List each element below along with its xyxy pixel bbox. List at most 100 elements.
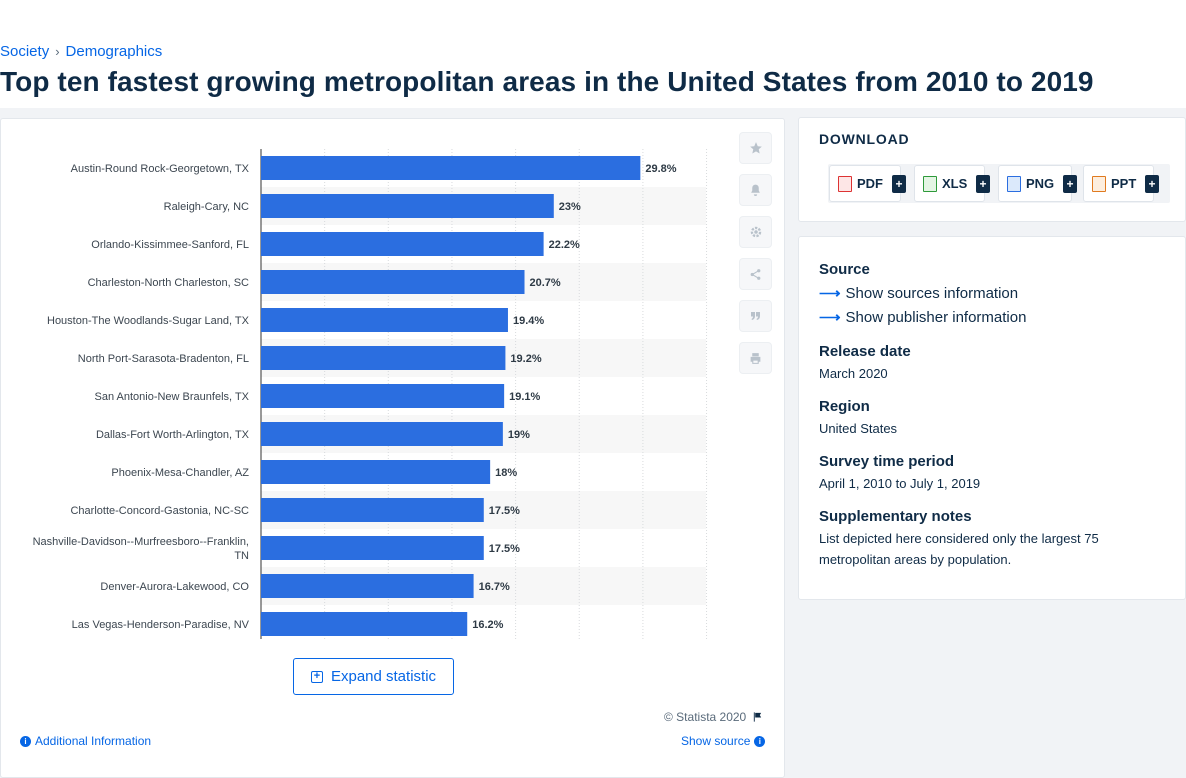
flag-icon[interactable]: [752, 711, 763, 723]
copyright-text: © Statista 2020: [664, 710, 747, 724]
category-label: Orlando-Kissimmee-Sanford, FL: [91, 239, 249, 251]
chart-fade-overlay: [1, 704, 721, 759]
category-label: Houston-The Woodlands-Sugar Land, TX: [47, 315, 250, 327]
bar: [261, 194, 554, 218]
download-title: DOWNLOAD: [819, 131, 910, 147]
plus-icon: +: [1145, 175, 1159, 193]
download-buttons: PDF + XLS + PNG + PPT +: [828, 164, 1170, 203]
bar: [261, 460, 491, 484]
category-label: San Antonio-New Braunfels, TX: [95, 391, 250, 403]
bar: [261, 232, 544, 256]
show-sources-link[interactable]: ⟶ Show sources information: [819, 284, 1019, 303]
download-ppt-button[interactable]: PPT +: [1083, 165, 1159, 202]
png-file-icon: [1007, 175, 1021, 192]
supplementary-notes-value: List depicted here considered only the l…: [819, 531, 1099, 567]
release-date-value: March 2020: [819, 366, 888, 381]
statistic-details-card: Source ⟶ Show sources information ⟶ Show…: [798, 236, 1186, 600]
category-label: North Port-Sarasota-Bradenton, FL: [78, 353, 249, 365]
category-label: Nashville-Davidson--Murfreesboro--Frankl…: [33, 536, 249, 562]
additional-information-link[interactable]: i Additional Information: [20, 734, 151, 748]
supplementary-notes-heading: Supplementary notes: [819, 508, 972, 525]
xls-label: XLS: [942, 176, 968, 191]
plus-icon: +: [892, 175, 906, 193]
plus-icon: +: [1063, 175, 1077, 193]
bell-icon[interactable]: [739, 174, 772, 206]
bar-value-label: 17.5%: [489, 543, 520, 555]
bar-value-label: 16.2%: [472, 619, 503, 631]
show-sources-label: Show sources information: [845, 284, 1019, 302]
expand-statistic-button[interactable]: + Expand statistic: [293, 658, 454, 695]
category-label: Phoenix-Mesa-Chandler, AZ: [111, 467, 249, 479]
chevron-right-icon: ›: [55, 44, 60, 59]
bar-value-label: 23%: [559, 201, 581, 213]
additional-information-label: Additional Information: [35, 734, 152, 748]
category-label: Dallas-Fort Worth-Arlington, TX: [96, 429, 250, 441]
bar: [261, 498, 484, 522]
category-label: Las Vegas-Henderson-Paradise, NV: [72, 619, 250, 631]
breadcrumb: Society › Demographics: [0, 43, 162, 60]
ppt-label: PPT: [1111, 176, 1137, 191]
bar-value-label: 19%: [508, 429, 530, 441]
bar-value-label: 17.5%: [489, 505, 520, 517]
page-title: Top ten fastest growing metropolitan are…: [0, 66, 1094, 97]
category-label: Charlotte-Concord-Gastonia, NC-SC: [70, 505, 249, 517]
show-source-link[interactable]: Show source i: [681, 734, 766, 748]
plus-icon: +: [976, 175, 990, 193]
bar: [261, 384, 505, 408]
bar-value-label: 19.2%: [510, 353, 541, 365]
bar: [261, 422, 503, 446]
bar-value-label: 16.7%: [479, 581, 510, 593]
download-xls-button[interactable]: XLS +: [914, 165, 990, 202]
pdf-label: PDF: [857, 176, 883, 191]
expand-statistic-label: Expand statistic: [330, 668, 437, 685]
plus-square-icon: +: [310, 670, 323, 683]
star-icon[interactable]: [739, 132, 772, 164]
arrow-right-icon: ⟶: [819, 285, 841, 302]
category-label: Raleigh-Cary, NC: [164, 201, 249, 213]
pdf-file-icon: [838, 175, 852, 192]
bar-value-label: 20.7%: [530, 277, 561, 289]
download-card: DOWNLOAD PDF + XLS + PNG + PPT +: [798, 117, 1186, 222]
header-band: [0, 0, 1186, 108]
bar: [261, 536, 484, 560]
bar-value-label: 19.1%: [509, 391, 540, 403]
source-heading: Source: [819, 261, 870, 278]
bar: [261, 308, 508, 332]
show-source-label: Show source: [681, 734, 751, 748]
ppt-file-icon: [1092, 175, 1106, 192]
bar-value-label: 18%: [495, 467, 517, 479]
xls-file-icon: [923, 175, 937, 192]
breadcrumb-demographics[interactable]: Demographics: [65, 43, 163, 60]
bar-value-label: 22.2%: [549, 239, 580, 251]
region-heading: Region: [819, 398, 870, 415]
bar: [261, 574, 474, 598]
info-icon: i: [754, 735, 766, 747]
show-publisher-label: Show publisher information: [845, 308, 1027, 326]
show-publisher-link[interactable]: ⟶ Show publisher information: [819, 308, 1027, 327]
bar: [261, 270, 525, 294]
quote-icon[interactable]: [739, 300, 772, 332]
print-icon[interactable]: [739, 342, 772, 374]
download-png-button[interactable]: PNG +: [998, 165, 1077, 202]
bar-value-label: 29.8%: [645, 163, 676, 175]
png-label: PNG: [1026, 176, 1055, 191]
gear-icon[interactable]: [739, 216, 772, 248]
bar: [261, 156, 641, 180]
bar-chart: 29.8% Austin-Round Rock-Georgetown, TX 23%…: [33, 149, 708, 639]
download-pdf-button[interactable]: PDF +: [829, 165, 906, 202]
share-icon[interactable]: [739, 258, 772, 290]
region-value: United States: [819, 421, 898, 436]
chart-card: 29.8% Austin-Round Rock-Georgetown, TX 23%…: [0, 118, 785, 778]
chart-tools: [739, 132, 772, 374]
bar-value-label: 19.4%: [513, 315, 544, 327]
category-label: Denver-Aurora-Lakewood, CO: [100, 581, 249, 593]
category-label: Charleston-North Charleston, SC: [88, 277, 249, 289]
bar: [261, 612, 468, 636]
category-label: Austin-Round Rock-Georgetown, TX: [71, 163, 250, 175]
arrow-right-icon: ⟶: [819, 309, 841, 326]
survey-period-value: April 1, 2010 to July 1, 2019: [819, 476, 981, 491]
survey-period-heading: Survey time period: [819, 453, 955, 470]
copyright: © Statista 2020: [664, 710, 763, 724]
bar: [261, 346, 506, 370]
breadcrumb-society[interactable]: Society: [0, 43, 50, 60]
